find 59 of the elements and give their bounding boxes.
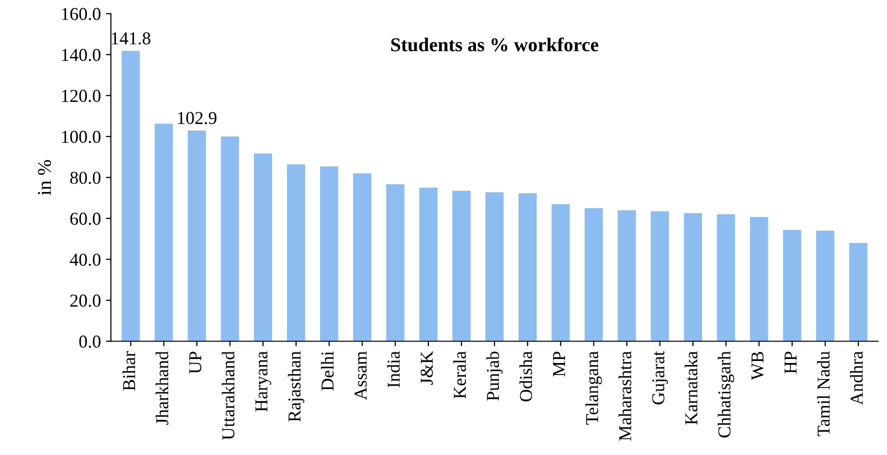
x-tick-label: Telangana [586, 351, 602, 425]
bar [849, 242, 868, 342]
bar [452, 190, 471, 342]
x-tick-label: India [387, 351, 400, 388]
text: Students as % workforce [391, 37, 598, 52]
bar [386, 184, 404, 342]
x-tick-label: Rajasthan [288, 351, 304, 422]
x-tick-label: MP [553, 352, 565, 377]
y-tick-label: 80.0 [70, 172, 100, 184]
y-tick-label: 60.0 [70, 212, 100, 225]
x-tick-label: Uttarakhand [222, 351, 234, 440]
bar [584, 208, 603, 342]
bar [353, 173, 372, 342]
x-tick-label: UP [189, 352, 202, 374]
x-tick-label: HP [784, 352, 796, 374]
x-tick-label: Assam [354, 351, 367, 400]
y-tick-label: 140.0 [62, 48, 100, 62]
x-tick-label: Gujarat [652, 351, 668, 404]
y-tick-label: 100.0 [62, 130, 100, 144]
y-tick-label: 40.0 [70, 254, 100, 266]
bar [485, 192, 504, 342]
y-tick-label: 120.0 [62, 90, 100, 102]
bar [188, 130, 206, 342]
data-label: 102.9 [178, 112, 216, 124]
x-tick-label: Odisha [519, 351, 532, 402]
x-tick-label: Bihar [122, 351, 136, 391]
x-tick-label: Chhatisgarh [718, 351, 734, 438]
x-tick-label: Haryana [255, 351, 272, 412]
bar [286, 164, 306, 342]
bar [320, 166, 338, 342]
y-tick-label: 160.0 [62, 8, 100, 20]
y-axis-title: in % [38, 160, 52, 196]
x-tick-label: Tamil Nadu [817, 351, 830, 436]
bar [783, 230, 802, 342]
y-tick-label: 0.0 [79, 336, 100, 348]
x-tick-label: Kerala [453, 351, 466, 399]
x-tick-label: Karnataka [684, 351, 698, 425]
bar [518, 193, 537, 342]
x-tick-label: Delhi [320, 351, 334, 391]
x-tick-label: WB [752, 352, 764, 380]
data-label: 141.8 [112, 32, 150, 45]
x-tick-label: Jharkhand [156, 351, 168, 425]
y-tick-label: 20.0 [70, 294, 100, 307]
bar [618, 210, 636, 342]
x-tick-label: J&K [420, 351, 433, 385]
bar [750, 216, 768, 342]
bar [816, 230, 834, 342]
bar [254, 153, 272, 342]
x-tick-label: Punjab [486, 352, 503, 401]
bar [220, 136, 240, 342]
bar [650, 211, 669, 342]
bar [684, 213, 702, 342]
bar [154, 124, 173, 342]
bar [419, 188, 438, 342]
bar [552, 204, 570, 342]
x-tick-label: Maharashtra [618, 351, 632, 441]
bar [716, 214, 736, 342]
bar [122, 50, 140, 342]
x-tick-label: Andhra [850, 351, 863, 405]
